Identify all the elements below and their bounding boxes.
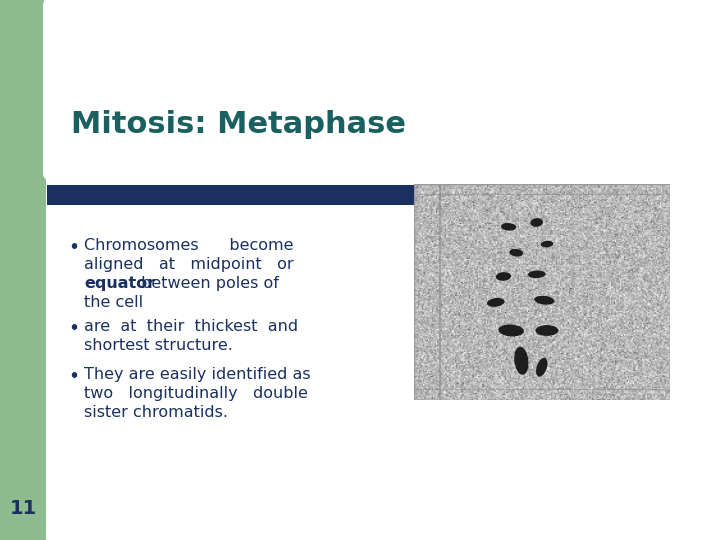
Ellipse shape [487,298,505,307]
Bar [0,0,46,540]
Bar [0,0,144,173]
FancyBboxPatch shape [43,0,685,181]
Text: the cell: the cell [84,295,143,309]
Text: between poles of: between poles of [136,275,279,291]
Ellipse shape [496,272,511,281]
Ellipse shape [501,223,516,231]
Ellipse shape [514,347,528,375]
Ellipse shape [531,218,543,227]
Text: 11: 11 [9,500,37,518]
Text: equator: equator [84,275,156,291]
Text: •: • [68,238,79,256]
Text: They are easily identified as: They are easily identified as [84,367,310,382]
Text: sister chromatids.: sister chromatids. [84,405,228,420]
Text: aligned   at   midpoint   or: aligned at midpoint or [84,256,294,272]
Bar [47,185,670,205]
Text: shortest structure.: shortest structure. [84,338,233,353]
Text: two   longitudinally   double: two longitudinally double [84,386,308,401]
Ellipse shape [536,325,559,336]
Text: Chromosomes      become: Chromosomes become [84,238,294,253]
Ellipse shape [498,325,524,336]
Ellipse shape [541,241,553,247]
Ellipse shape [536,357,548,377]
Text: •: • [68,367,79,386]
Text: •: • [68,319,79,338]
Text: Mitosis: Metaphase: Mitosis: Metaphase [71,110,406,139]
Ellipse shape [534,296,554,305]
Ellipse shape [509,249,523,256]
Text: are  at  their  thickest  and: are at their thickest and [84,319,298,334]
Ellipse shape [528,271,546,278]
